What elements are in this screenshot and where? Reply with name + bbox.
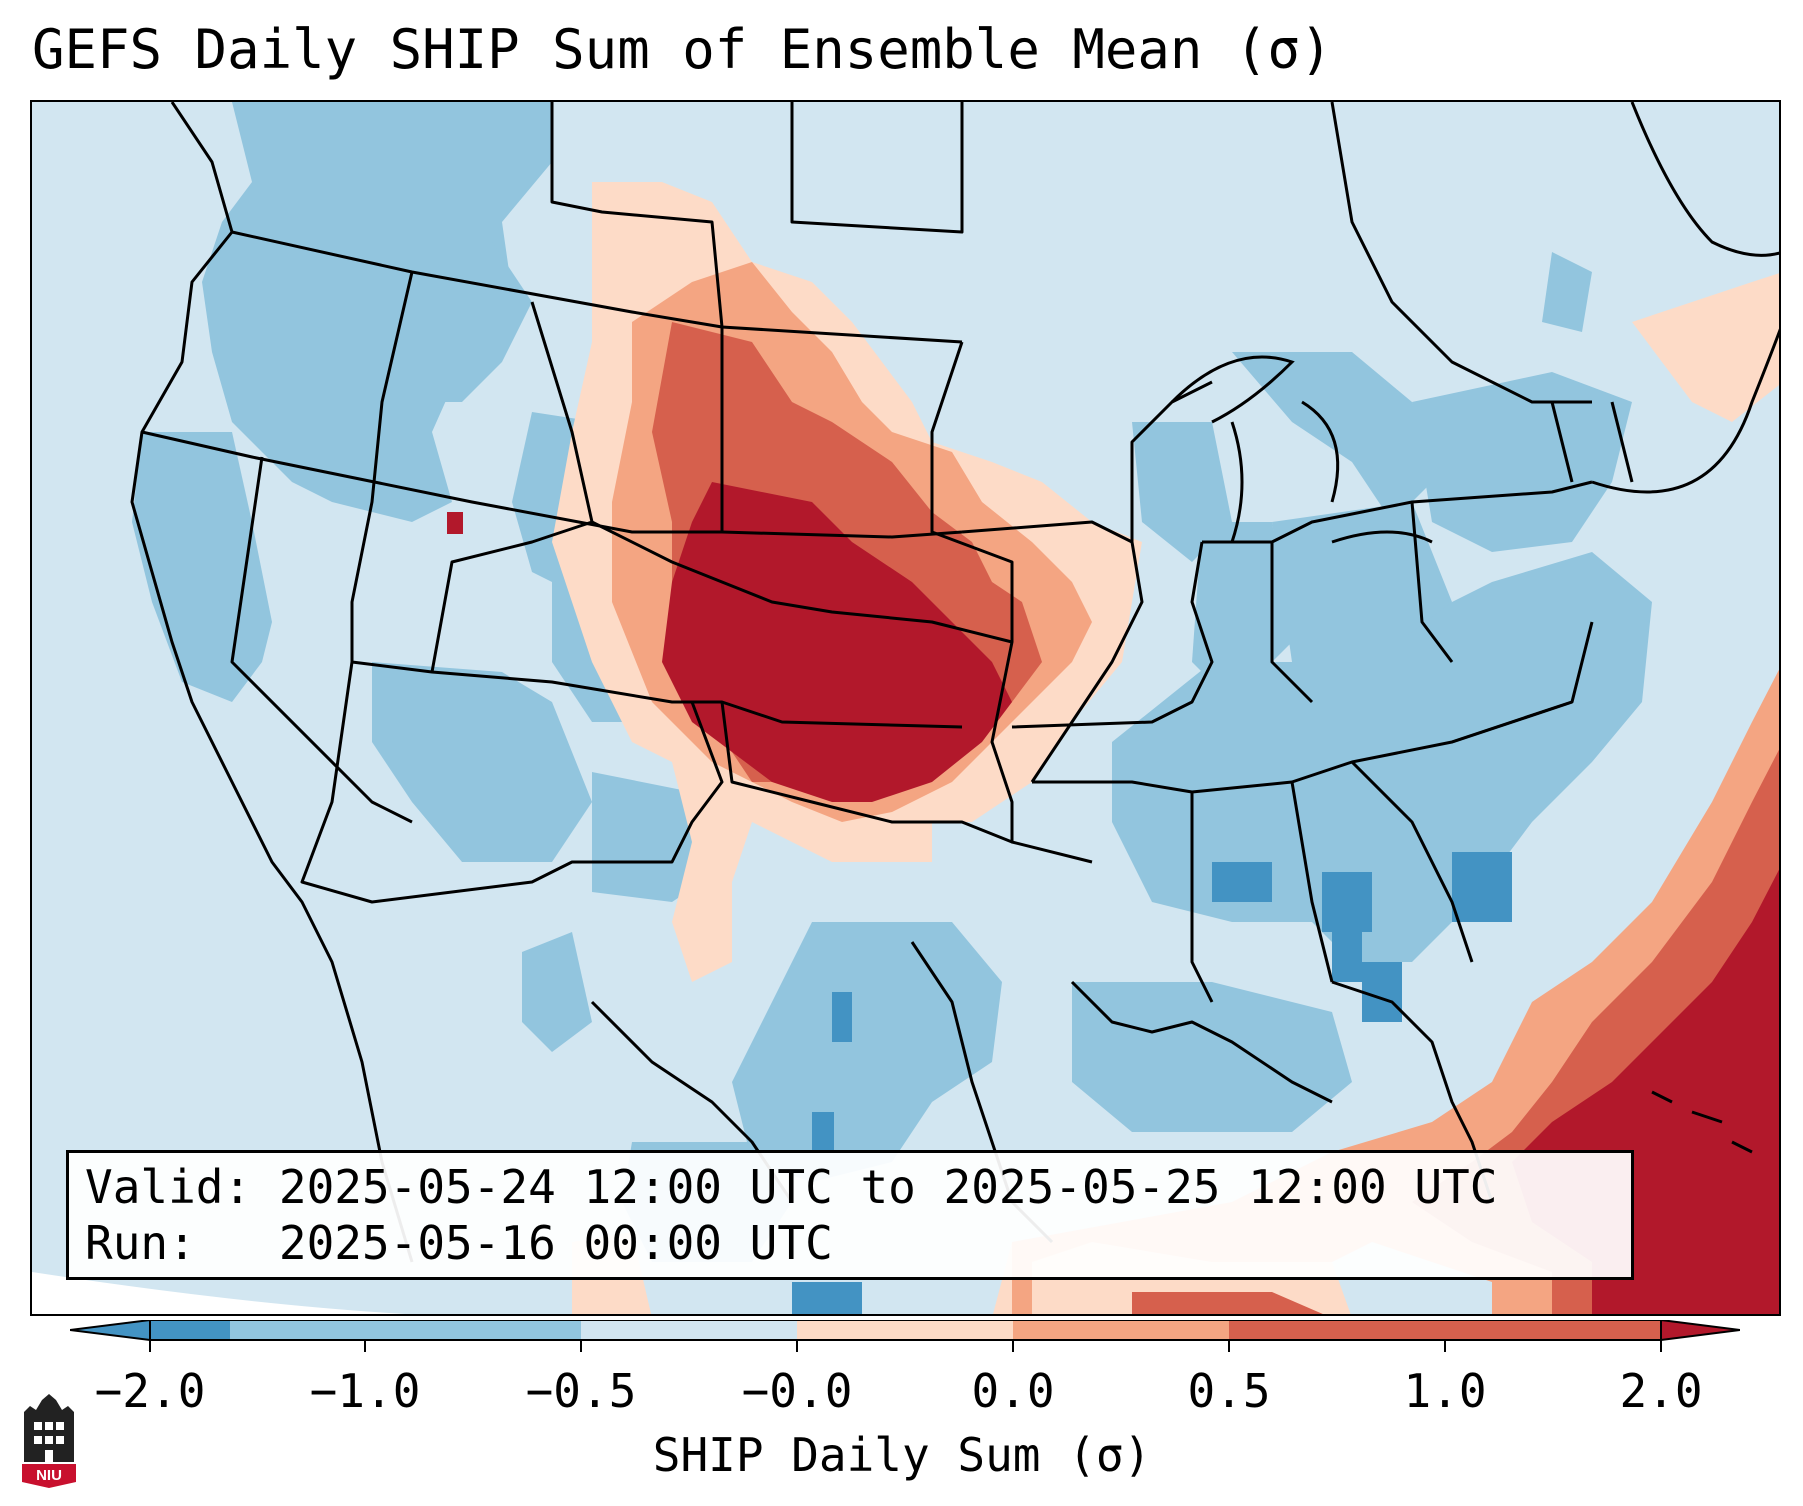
map-title: GEFS Daily SHIP Sum of Ensemble Mean (σ) — [32, 18, 1333, 81]
colorbar-tick-label: 0.5 — [1187, 1364, 1271, 1418]
colorbar — [70, 1320, 1740, 1352]
colorbar-tick-label: −1.0 — [309, 1364, 421, 1418]
colorbar-segment-5 — [1013, 1320, 1229, 1340]
niu-logo: NIU — [22, 1394, 76, 1488]
colorbar-tick-label: 2.0 — [1619, 1364, 1703, 1418]
map-panel[interactable] — [30, 100, 1781, 1316]
valid-label: Valid: — [85, 1160, 252, 1214]
validity-info-box: Valid: 2025-05-24 12:00 UTC to 2025-05-2… — [66, 1150, 1634, 1280]
colorbar-segment-3 — [581, 1320, 797, 1340]
ship-anomaly-map — [32, 102, 1779, 1314]
colorbar-outline — [149, 1320, 1662, 1341]
colorbar-low-band — [150, 1320, 230, 1340]
valid-time-range: 2025-05-24 12:00 UTC to 2025-05-25 12:00… — [278, 1160, 1498, 1214]
run-label: Run: — [85, 1216, 196, 1270]
run-time: 2025-05-16 00:00 UTC — [278, 1216, 833, 1270]
colorbar-extend-high — [1660, 1320, 1740, 1342]
colorbar-tick-label: −0.5 — [525, 1364, 637, 1418]
colorbar-segment-4 — [797, 1320, 1013, 1340]
projection-edge — [32, 1272, 406, 1314]
coastlines — [1170, 102, 1779, 1154]
colorbar-tick-label: 1.0 — [1403, 1364, 1487, 1418]
colorbar-axis-label: SHIP Daily Sum (σ) — [652, 1428, 1152, 1482]
colorbar-tick-label: −0.0 — [741, 1364, 853, 1418]
negative-moderate-regions — [132, 102, 1652, 1262]
colorbar-tick-label: 0.0 — [971, 1364, 1055, 1418]
colorbar-segment-6 — [1229, 1320, 1445, 1340]
colorbar-segment-2 — [365, 1320, 581, 1340]
logo-text: NIU — [36, 1467, 62, 1484]
colorbar-segment-7 — [1445, 1320, 1661, 1340]
colorbar-ticks — [149, 1340, 1662, 1352]
negative-strong-regions — [592, 622, 1512, 1314]
colorbar-tick-label: −2.0 — [94, 1364, 206, 1418]
colorbar-extend-low — [70, 1320, 151, 1342]
